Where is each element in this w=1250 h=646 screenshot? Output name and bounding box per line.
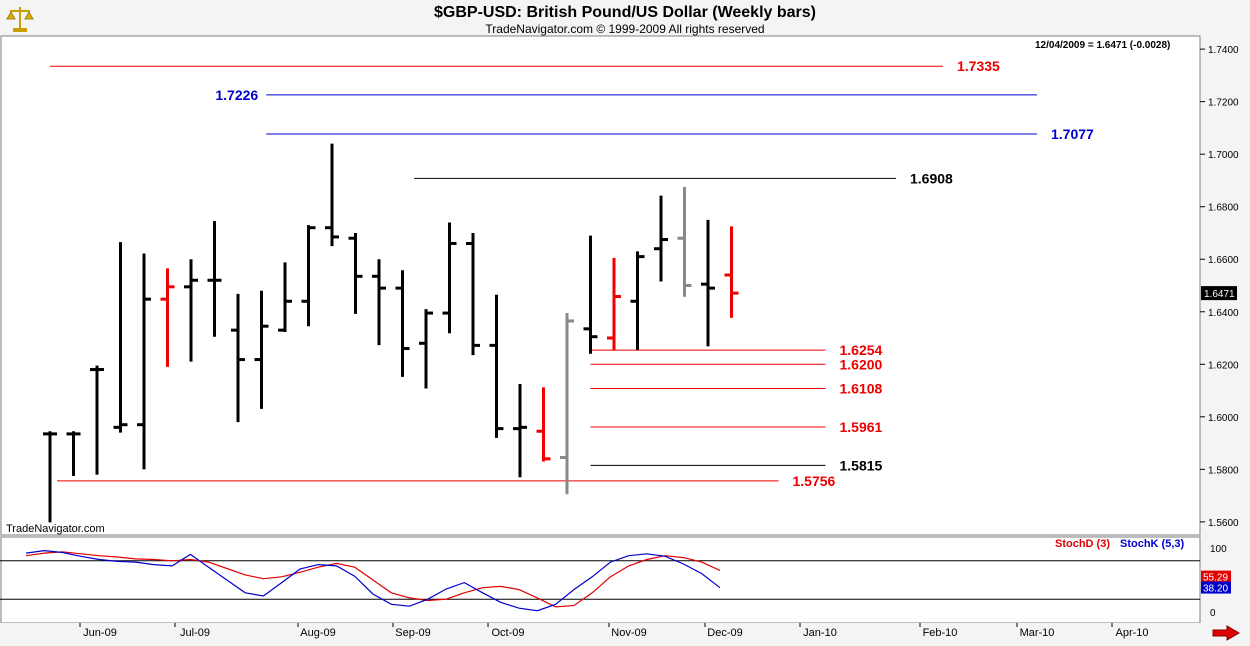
stochd-line [25,551,721,608]
x-tick-label: Jul-09 [180,627,210,639]
scales-icon[interactable] [4,3,36,35]
y-tick-label: 1.6200 [1208,360,1239,371]
level-label: 1.6108 [840,380,883,396]
x-tick-label: Apr-10 [1115,627,1148,639]
x-tick-label: Nov-09 [611,627,646,639]
stochd-value-box [1201,570,1231,583]
x-tick-label: Dec-09 [707,627,742,639]
y-tick-label: 1.6600 [1208,255,1239,266]
y-tick-label: 1.7400 [1208,45,1239,56]
y-tick-label: 1.7000 [1208,150,1239,161]
x-tick-label: Aug-09 [300,627,335,639]
current-price-box [1201,286,1237,301]
legend-stochk: StochK (5,3) [1120,538,1185,550]
level-label: 1.7226 [215,87,258,103]
stochk-value: 38.20 [1203,584,1228,595]
level-label: 1.6254 [840,342,883,358]
stoch-y-tick-label: 100 [1210,544,1227,555]
level-label: 1.5815 [840,457,883,473]
x-tick-label: Feb-10 [923,627,958,639]
level-label: 1.5756 [793,473,836,489]
level-label: 1.7335 [957,58,1000,74]
x-tick-label: Mar-10 [1020,627,1055,639]
stoch-panel [0,536,1201,624]
date-axis [0,623,1250,643]
y-tick-label: 1.6400 [1208,308,1239,319]
price-panel [0,35,1201,536]
y-tick-label: 1.6800 [1208,203,1239,214]
y-tick-label: 1.5800 [1208,465,1239,476]
stochk-line [25,549,721,612]
y-tick-label: 1.6000 [1208,413,1239,424]
current-price-label: 1.6471 [1204,289,1235,300]
stochk-value-box [1201,581,1231,594]
last-quote: 12/04/2009 = 1.6471 (-0.0028) [1035,40,1170,51]
stochd-value: 55.29 [1203,573,1228,584]
level-label: 1.7077 [1051,126,1094,142]
legend-stochd: StochD (3) [1055,538,1110,550]
x-tick-label: Sep-09 [395,627,430,639]
chart-title: $GBP-USD: British Pound/US Dollar (Weekl… [434,4,816,21]
right-arrow-icon[interactable] [1212,625,1240,641]
stoch-y-tick-label: 0 [1210,608,1216,619]
chart-subtitle: TradeNavigator.com © 1999-2009 All right… [485,22,765,36]
x-tick-label: Jan-10 [803,627,837,639]
level-label: 1.6908 [910,170,953,186]
x-tick-label: Oct-09 [491,627,524,639]
level-label: 1.6200 [840,356,883,372]
y-tick-label: 1.7200 [1208,98,1239,109]
x-tick-label: Jun-09 [83,627,117,639]
watermark: TradeNavigator.com [6,523,105,535]
level-label: 1.5961 [840,419,883,435]
y-tick-label: 1.5600 [1208,518,1239,529]
